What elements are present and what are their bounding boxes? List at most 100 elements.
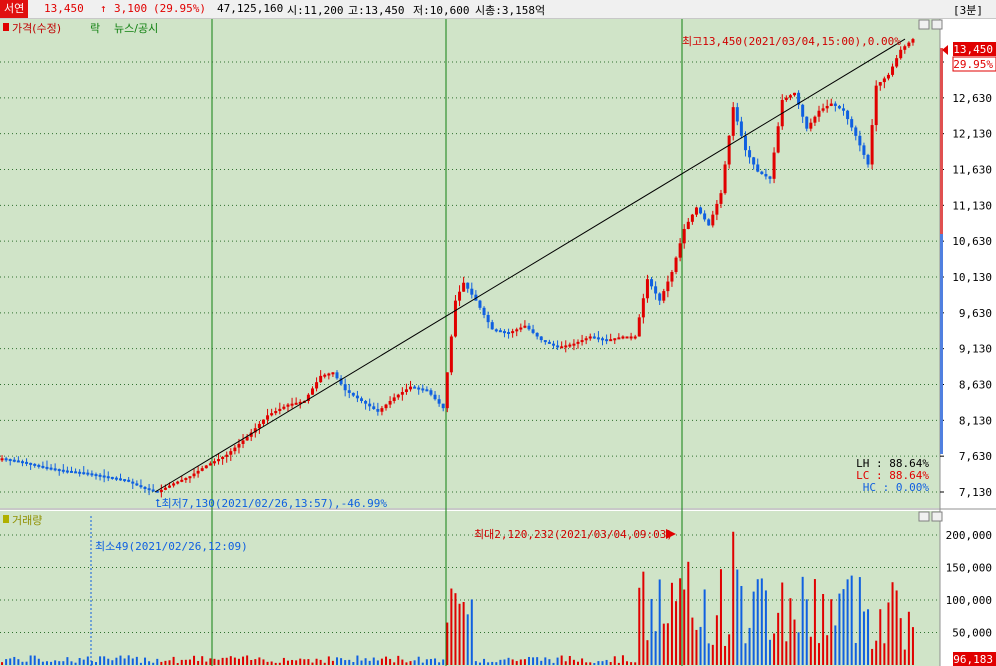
volume-bar <box>879 609 882 665</box>
candle-body <box>760 171 764 175</box>
price-tick-label: 12,630 <box>952 92 992 105</box>
volume-bar <box>29 655 32 665</box>
volume-bar <box>707 643 710 665</box>
volume-bar <box>74 662 77 665</box>
stat-line: LC : 88.64% <box>856 469 929 482</box>
candle-body <box>331 372 335 375</box>
candle-body <box>641 298 645 318</box>
candle-body <box>151 489 155 492</box>
candle-body <box>490 322 494 330</box>
candle-body <box>592 336 596 339</box>
candle-body <box>507 332 511 335</box>
volume-bar <box>237 658 240 665</box>
volume-bar <box>458 603 461 665</box>
candle-body <box>78 471 82 474</box>
volume-bar <box>474 661 477 665</box>
candle-body <box>261 419 265 424</box>
legend-volume[interactable]: 거래량 <box>12 514 42 527</box>
candle-body <box>523 325 527 328</box>
volume-bar <box>201 656 204 665</box>
candle-body <box>498 330 502 333</box>
candle-body <box>891 66 895 75</box>
high-annotation: 최고13,450(2021/03/04,15:00),0.00% <box>682 35 901 48</box>
candle-body <box>143 486 147 489</box>
candle-body <box>874 85 878 126</box>
candle-body <box>0 458 4 461</box>
volume-bar <box>642 571 645 665</box>
volume-bar <box>242 656 245 665</box>
volume-bar <box>773 633 776 665</box>
candle-body <box>180 479 184 482</box>
candle-body <box>233 447 237 452</box>
volume-bar <box>152 662 155 665</box>
volume-bar <box>111 660 114 665</box>
legend-lock[interactable]: 락 <box>90 22 100 35</box>
volume-bar <box>813 579 816 665</box>
volume-bar <box>532 657 535 665</box>
volume-bar <box>613 656 616 665</box>
candle-body <box>903 46 907 50</box>
volume-bar <box>193 655 196 665</box>
panel-window-button[interactable] <box>918 511 930 522</box>
volume-bar <box>9 658 12 665</box>
volume-bar <box>119 655 122 665</box>
candle-body <box>45 466 49 469</box>
volume-bar <box>732 531 735 665</box>
volume-bar <box>752 591 755 665</box>
candle-body <box>670 271 674 282</box>
volume-bar <box>626 661 629 665</box>
candle-body <box>621 336 625 339</box>
panel-window-button[interactable] <box>931 511 943 522</box>
candle-body <box>355 395 359 399</box>
volume-bar <box>527 656 530 665</box>
max-volume-arrow-icon <box>666 529 676 539</box>
candle-body <box>882 78 886 83</box>
volume-bar <box>781 582 784 665</box>
volume-bar <box>515 661 518 665</box>
candle-body <box>298 401 302 404</box>
volume-bar <box>86 656 89 665</box>
volume-tick-label: 200,000 <box>946 529 992 542</box>
volume-bar <box>376 660 379 665</box>
candle-body <box>217 459 221 462</box>
legend-news[interactable]: 뉴스/공시 <box>114 22 158 35</box>
volume-bar <box>438 662 441 665</box>
open-price: 시:11,200 <box>287 4 344 17</box>
panel-window-button[interactable] <box>918 19 930 30</box>
candle-body <box>854 127 858 136</box>
candle-body <box>176 481 180 484</box>
volume-bar <box>822 594 825 665</box>
volume-bar <box>683 589 686 665</box>
legend-price[interactable]: 가격(수정) <box>12 22 61 35</box>
candle-body <box>686 221 690 229</box>
stock-name[interactable]: 서연 <box>0 0 29 18</box>
candle-body <box>74 471 78 474</box>
volume-bar <box>258 657 261 665</box>
stat-line: LH : 88.64% <box>856 457 929 470</box>
candle-body <box>711 214 715 226</box>
candle-body <box>756 164 760 172</box>
candle-body <box>666 281 670 292</box>
panel-window-button[interactable] <box>931 19 943 30</box>
down-range-bar <box>940 234 943 454</box>
volume-bar <box>454 593 457 665</box>
candle-body <box>494 329 498 332</box>
volume-bar <box>262 659 265 665</box>
candle-body <box>380 408 384 412</box>
candle-body <box>57 469 61 472</box>
volume-bar <box>446 622 449 665</box>
interval-selector[interactable]: [3분] <box>953 4 983 17</box>
candle-body <box>682 228 686 244</box>
volume-bar <box>601 661 604 665</box>
candle-body <box>139 485 143 488</box>
candle-body <box>274 411 278 414</box>
price-tick-label: 11,630 <box>952 164 992 177</box>
volume-bar <box>536 657 539 665</box>
candle-body <box>319 375 323 383</box>
candle-body <box>637 317 641 337</box>
candle-body <box>703 213 707 220</box>
volume-bar <box>650 598 653 665</box>
volume-bar <box>846 579 849 665</box>
current-pct-label: 29.95% <box>953 58 993 71</box>
volume-bar <box>503 659 506 665</box>
